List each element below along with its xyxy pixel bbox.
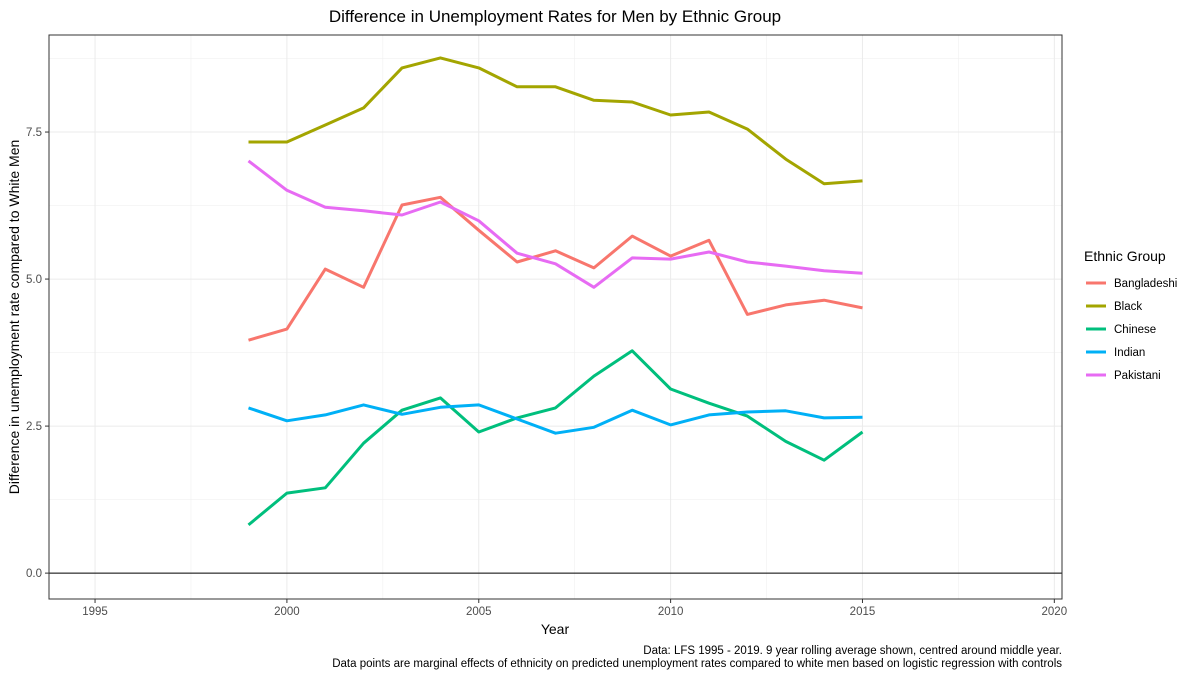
legend-label: Chinese [1114,324,1156,336]
gridlines [49,35,1062,599]
x-tick-label: 2015 [850,606,876,618]
series-lines [247,56,864,527]
axes: 1995 2000 2005 2010 2015 2020 0.0 2.5 5.0 7.5 [26,127,1067,618]
series-line-pakistani [247,159,863,289]
x-axis-label: Year [541,621,570,637]
legend-label: Black [1114,301,1142,313]
caption-line-1: Data: LFS 1995 - 2019. 9 year rolling av… [643,645,1062,657]
legend-label: Bangladeshi [1114,278,1177,290]
x-tick-label: 1995 [82,606,108,618]
x-tick-label: 2020 [1042,606,1068,618]
x-tick-label: 2005 [466,606,492,618]
plot-panel-border [48,34,1063,600]
y-axis-label: Difference in unemployment rate compared… [6,140,22,495]
caption-line-2: Data points are marginal effects of ethn… [332,658,1062,670]
y-tick-label: 5.0 [26,274,42,286]
x-tick-label: 2010 [658,606,684,618]
y-tick-label: 0.0 [26,568,42,580]
legend-label: Pakistani [1114,370,1161,382]
y-tick-label: 7.5 [26,127,42,139]
series-line-bangladeshi [248,195,863,342]
legend-label: Indian [1114,347,1145,359]
series-line-indian [248,403,863,435]
legend: Ethnic Group Bangladeshi Black Chinese Indi… [1084,248,1177,382]
y-tick-label: 2.5 [26,421,42,433]
series-line-chinese [247,349,864,527]
chart-title: Difference in Unemployment Rates for Men… [329,7,781,26]
x-tick-label: 2000 [274,606,300,618]
legend-title: Ethnic Group [1084,248,1166,264]
series-line-black [248,56,863,186]
